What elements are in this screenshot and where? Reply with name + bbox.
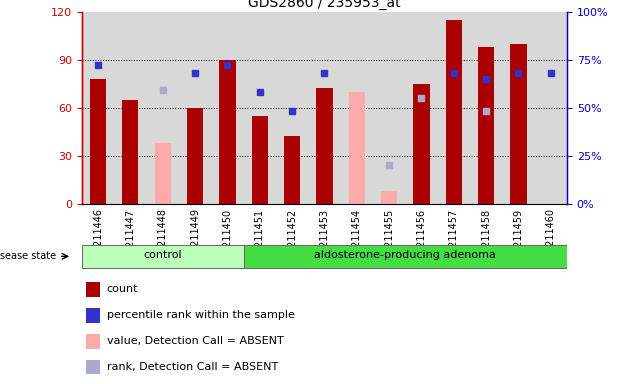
Bar xyxy=(155,143,171,204)
Title: GDS2860 / 235953_at: GDS2860 / 235953_at xyxy=(248,0,401,10)
Bar xyxy=(413,84,430,204)
Bar xyxy=(446,20,462,204)
Text: rank, Detection Call = ABSENT: rank, Detection Call = ABSENT xyxy=(106,362,278,372)
Text: aldosterone-producing adenoma: aldosterone-producing adenoma xyxy=(314,250,496,260)
Bar xyxy=(510,43,527,204)
Bar xyxy=(86,282,100,297)
Bar xyxy=(187,108,203,204)
Bar xyxy=(478,47,495,204)
Text: percentile rank within the sample: percentile rank within the sample xyxy=(106,310,294,320)
Bar xyxy=(244,245,567,268)
Bar xyxy=(219,60,236,204)
Bar xyxy=(82,245,244,268)
Bar xyxy=(86,334,100,349)
Text: value, Detection Call = ABSENT: value, Detection Call = ABSENT xyxy=(106,336,284,346)
Bar xyxy=(478,131,495,204)
Bar xyxy=(86,308,100,323)
Bar xyxy=(284,136,301,204)
Bar xyxy=(381,191,398,204)
Bar xyxy=(316,88,333,204)
Text: count: count xyxy=(106,285,138,295)
Bar xyxy=(252,116,268,204)
Bar xyxy=(349,91,365,204)
Text: disease state: disease state xyxy=(0,251,55,262)
Bar xyxy=(90,79,106,204)
Bar xyxy=(122,99,139,204)
Bar xyxy=(86,360,100,374)
Text: control: control xyxy=(144,250,182,260)
